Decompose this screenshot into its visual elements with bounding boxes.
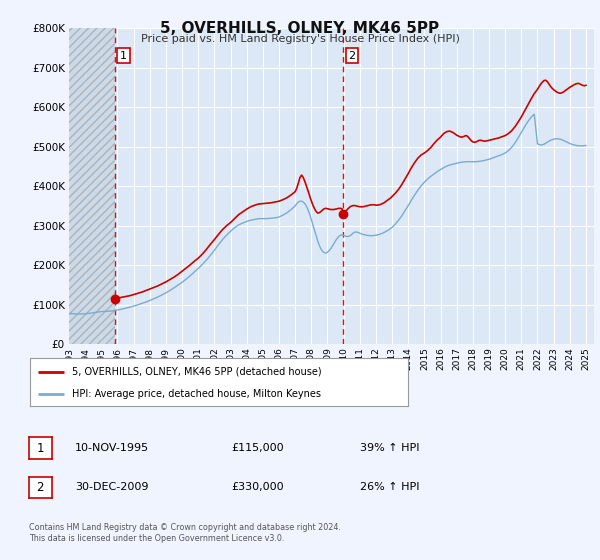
Text: HPI: Average price, detached house, Milton Keynes: HPI: Average price, detached house, Milt… xyxy=(71,389,320,399)
Text: Contains HM Land Registry data © Crown copyright and database right 2024.: Contains HM Land Registry data © Crown c… xyxy=(29,523,341,532)
Text: 5, OVERHILLS, OLNEY, MK46 5PP: 5, OVERHILLS, OLNEY, MK46 5PP xyxy=(160,21,440,36)
Text: Price paid vs. HM Land Registry's House Price Index (HPI): Price paid vs. HM Land Registry's House … xyxy=(140,34,460,44)
Text: 1: 1 xyxy=(120,51,127,60)
Text: £115,000: £115,000 xyxy=(231,443,284,453)
Text: 39% ↑ HPI: 39% ↑ HPI xyxy=(360,443,419,453)
Text: 2: 2 xyxy=(348,51,355,60)
Text: This data is licensed under the Open Government Licence v3.0.: This data is licensed under the Open Gov… xyxy=(29,534,284,543)
Text: 26% ↑ HPI: 26% ↑ HPI xyxy=(360,482,419,492)
Text: £330,000: £330,000 xyxy=(231,482,284,492)
Text: 1: 1 xyxy=(37,441,44,455)
Bar xyxy=(69,28,115,344)
Text: 5, OVERHILLS, OLNEY, MK46 5PP (detached house): 5, OVERHILLS, OLNEY, MK46 5PP (detached … xyxy=(71,367,321,377)
Text: 2: 2 xyxy=(37,480,44,494)
Text: 30-DEC-2009: 30-DEC-2009 xyxy=(75,482,149,492)
Text: 10-NOV-1995: 10-NOV-1995 xyxy=(75,443,149,453)
